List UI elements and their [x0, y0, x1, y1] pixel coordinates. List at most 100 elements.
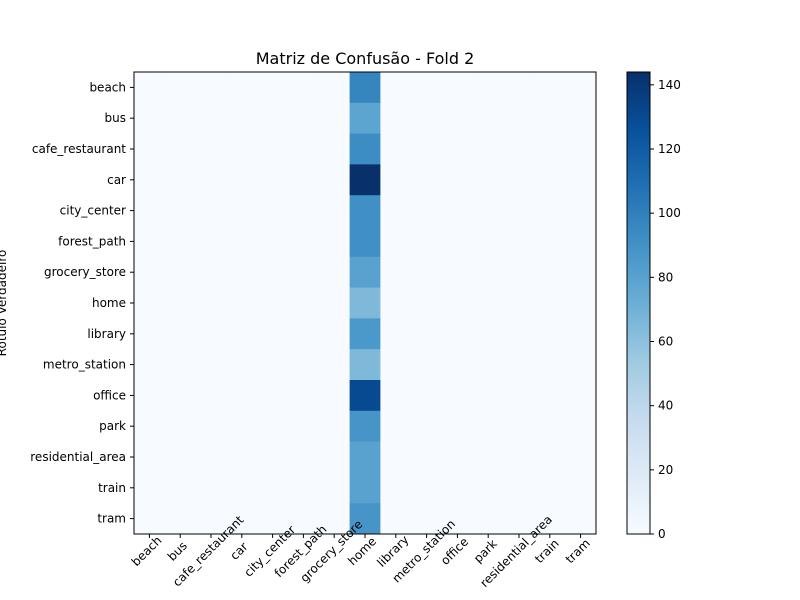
heatmap-cell [257, 72, 289, 104]
heatmap-cell [257, 410, 289, 443]
heatmap-cell [472, 72, 505, 104]
heatmap-cell [195, 380, 227, 412]
heatmap-cell [503, 72, 535, 104]
heatmap-cell [318, 472, 351, 504]
heatmap-cell [318, 349, 351, 381]
heatmap-cell [257, 349, 289, 381]
heatmap-cell [534, 318, 566, 350]
chart-title: Matriz de Confusão - Fold 2 [256, 49, 475, 68]
colorbar-tick-label: 40 [658, 399, 673, 413]
heatmap-cell [195, 133, 227, 165]
heatmap-cell [318, 226, 351, 258]
heatmap-cell [380, 72, 412, 104]
heatmap-cell [380, 226, 412, 258]
heatmap-cell [442, 287, 474, 319]
heatmap-cell [472, 256, 505, 289]
heatmap-cell [565, 503, 597, 535]
heatmap-cell [411, 102, 443, 135]
heatmap-cell [257, 380, 289, 412]
heatmap-cell [349, 349, 381, 381]
heatmap-cell [257, 102, 289, 135]
heatmap-cell [134, 133, 166, 165]
heatmap-cell [411, 72, 443, 104]
y-tick-label: city_center [60, 204, 126, 218]
heatmap-cell [534, 72, 566, 104]
heatmap-cell [318, 164, 351, 196]
heatmap-cell [380, 441, 412, 473]
heatmap-cell [349, 164, 381, 196]
heatmap-cell [288, 256, 320, 289]
heatmap-cell [164, 472, 197, 504]
heatmap-cell [411, 287, 443, 319]
heatmap-cell [565, 256, 597, 289]
heatmap-cell [195, 503, 227, 535]
heatmap-cell [534, 349, 566, 381]
heatmap-cell [442, 102, 474, 135]
heatmap-cell [318, 380, 351, 412]
heatmap-cell [442, 72, 474, 104]
heatmap-cell [442, 226, 474, 258]
heatmap-cell [503, 380, 535, 412]
heatmap-cell [257, 503, 289, 535]
heatmap-cell [226, 226, 258, 258]
heatmap-cell [226, 133, 258, 165]
heatmap-cell [288, 102, 320, 135]
heatmap-cell [349, 380, 381, 412]
heatmap-cell [226, 72, 258, 104]
heatmap-cell [349, 133, 381, 165]
heatmap-cell [565, 72, 597, 104]
colorbar: 0 20 40 60 80 100 120 140 [626, 71, 681, 541]
heatmap-cell [503, 318, 535, 350]
y-tick-label: bus [105, 111, 126, 125]
heatmap-cell [288, 287, 320, 319]
heatmap-cell [565, 410, 597, 443]
heatmap-cell [380, 349, 412, 381]
heatmap-cell [472, 380, 505, 412]
heatmap-cell [380, 503, 412, 535]
heatmap-cell [226, 472, 258, 504]
heatmap-cell [164, 380, 197, 412]
heatmap-cell [134, 472, 166, 504]
heatmap-cell [195, 287, 227, 319]
heatmap-cell [288, 380, 320, 412]
heatmap-cell [534, 472, 566, 504]
heatmap-cell [164, 102, 197, 135]
heatmap-cell [226, 349, 258, 381]
heatmap-cell [534, 164, 566, 196]
heatmap-cell [349, 318, 381, 350]
heatmap-cell [318, 256, 351, 289]
heatmap-cell [318, 287, 351, 319]
heatmap-cell [164, 287, 197, 319]
colorbar-tick-label: 80 [658, 270, 673, 284]
heatmap-cell [134, 72, 166, 104]
y-tick-label: car [107, 173, 126, 187]
heatmap-cell [442, 133, 474, 165]
heatmap-cell [534, 256, 566, 289]
colorbar-tick-label: 100 [658, 206, 681, 220]
heatmap-cell [257, 287, 289, 319]
heatmap-cell [472, 349, 505, 381]
heatmap-cell [318, 441, 351, 473]
heatmap-cell [318, 410, 351, 443]
heatmap-cell [164, 256, 197, 289]
heatmap-cell [349, 472, 381, 504]
heatmap-cell [318, 195, 351, 227]
heatmap-cell [195, 72, 227, 104]
heatmap-cell [257, 318, 289, 350]
colorbar-gradient [626, 71, 651, 535]
heatmap-cell [472, 503, 505, 535]
heatmap-cell [164, 226, 197, 258]
heatmap-cell [503, 349, 535, 381]
heatmap-cell [411, 195, 443, 227]
heatmap-cell [318, 133, 351, 165]
heatmap-cell [288, 226, 320, 258]
colorbar-tick-label: 60 [658, 335, 673, 349]
heatmap-cell [472, 164, 505, 196]
y-tick-label: grocery_store [44, 265, 126, 279]
heatmap-cell [565, 102, 597, 135]
heatmap-cell [195, 318, 227, 350]
heatmap-cell [411, 472, 443, 504]
heatmap-cell [442, 410, 474, 443]
heatmap-cell [534, 380, 566, 412]
y-tick-label: office [93, 388, 126, 402]
